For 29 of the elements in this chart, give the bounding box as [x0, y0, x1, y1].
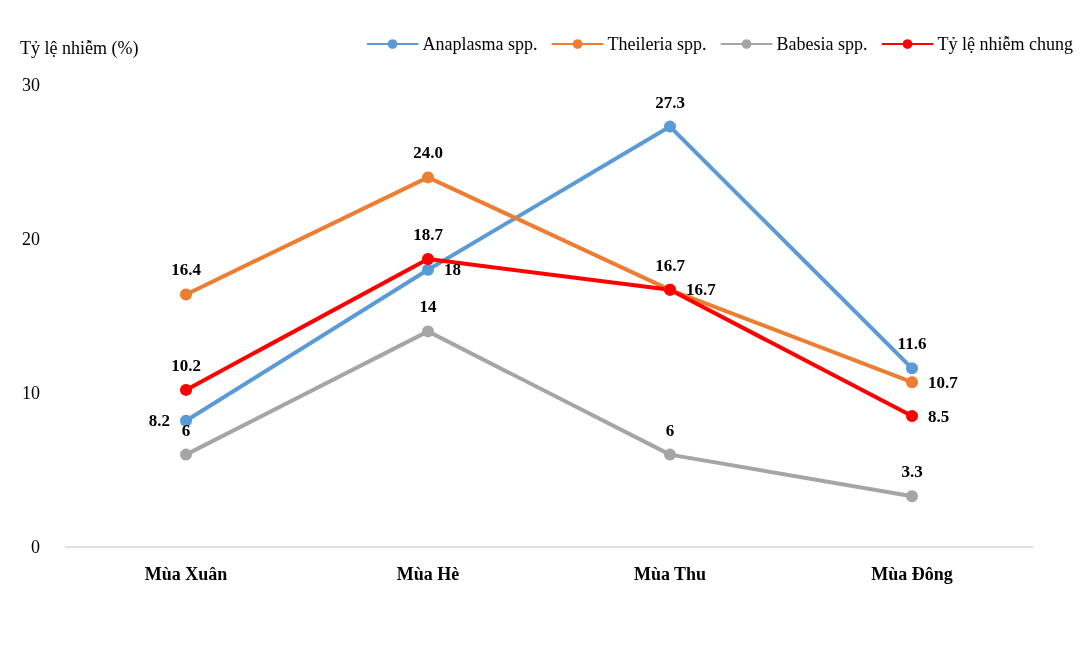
data-label: 24.0	[413, 143, 443, 163]
legend-label: Anaplasma spp.	[422, 34, 538, 54]
y-tick-label: 0	[31, 537, 40, 557]
y-tick-label: 10	[22, 383, 40, 403]
data-label: 16.7	[686, 280, 717, 300]
data-label: 6	[665, 420, 675, 440]
data-label: 10.7	[928, 372, 959, 392]
legend-label: Tỷ lệ nhiễm chung	[937, 34, 1073, 54]
data-label: 8.2	[148, 411, 170, 431]
data-label: 6	[181, 420, 191, 440]
x-tick-label: Mùa Thu	[633, 564, 707, 584]
y-tick-label: 30	[22, 75, 40, 95]
data-label: 18.7	[413, 225, 444, 245]
data-label: 3.3	[901, 462, 923, 482]
data-label: 14	[419, 297, 437, 317]
data-label: 8.5	[928, 406, 950, 426]
x-tick-label: Mùa Đông	[871, 564, 953, 584]
legend-label: Theileria spp.	[607, 34, 707, 54]
legend-label: Babesia spp.	[776, 34, 868, 54]
data-label: 16.4	[171, 260, 202, 280]
data-label: 10.2	[171, 355, 201, 375]
data-label: 11.6	[897, 334, 927, 354]
x-tick-label: Mùa Hè	[396, 564, 460, 584]
data-label: 27.3	[655, 92, 685, 112]
data-label: 16.7	[655, 255, 686, 275]
y-tick-label: 20	[22, 229, 40, 249]
data-label: 18	[444, 260, 461, 280]
x-tick-label: Mùa Xuân	[144, 564, 228, 584]
y-axis-title: Tỷ lệ nhiễm (%)	[20, 38, 139, 59]
